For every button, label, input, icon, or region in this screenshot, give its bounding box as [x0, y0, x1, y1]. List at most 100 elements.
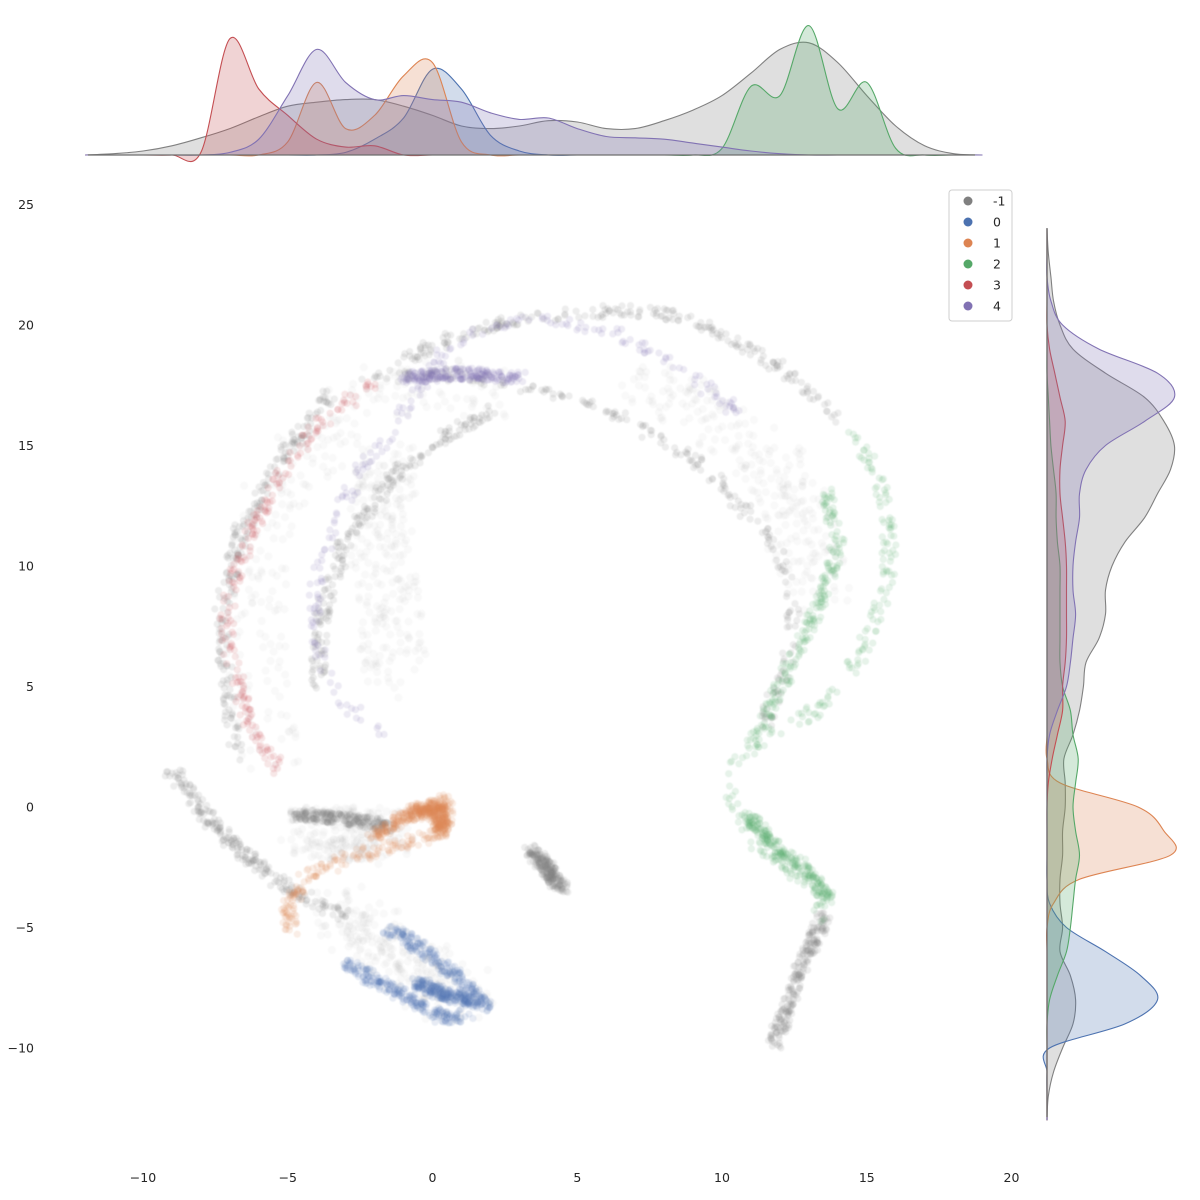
scatter-point-cluster--1	[783, 372, 791, 380]
scatter-point-cluster--1	[804, 382, 812, 390]
scatter-point-cluster--1	[311, 681, 319, 690]
scatter-point-background	[391, 530, 400, 538]
scatter-point-cluster--1	[785, 1007, 793, 1015]
scatter-point-cluster--1	[785, 622, 793, 631]
scatter-point-background	[415, 630, 424, 639]
scatter-point-background	[748, 443, 757, 452]
scatter-point-background	[398, 510, 407, 519]
scatter-point-background	[386, 567, 395, 576]
scatter-point-cluster-0	[439, 990, 447, 999]
scatter-point-cluster--1	[327, 401, 335, 409]
scatter-point-cluster-2	[769, 703, 777, 711]
scatter-point-cluster--1	[321, 810, 329, 819]
scatter-point-background	[452, 394, 461, 403]
scatter-point-background	[801, 472, 809, 480]
scatter-point-background	[374, 859, 383, 868]
scatter-point-background	[469, 395, 478, 403]
scatter-point-background	[282, 580, 290, 589]
scatter-point-cluster-2	[869, 639, 877, 647]
scatter-point-background	[761, 488, 770, 497]
scatter-point-background	[792, 577, 801, 586]
scatter-point-cluster--1	[781, 994, 789, 1003]
scatter-point-background	[281, 513, 289, 522]
scatter-point-cluster--1	[196, 800, 204, 808]
scatter-point-background	[775, 511, 784, 520]
scatter-point-cluster--1	[251, 850, 259, 859]
scatter-point-cluster-2	[826, 566, 834, 574]
scatter-point-cluster-1	[281, 926, 289, 934]
scatter-point-cluster--1	[180, 776, 188, 784]
scatter-point-background	[278, 535, 287, 544]
scatter-point-cluster--1	[371, 505, 379, 513]
scatter-point-cluster--1	[642, 421, 650, 430]
scatter-point-background	[822, 532, 830, 541]
scatter-point-cluster--1	[221, 701, 229, 709]
scatter-point-cluster-2	[751, 743, 760, 751]
scatter-point-background	[278, 500, 287, 509]
scatter-point-cluster-2	[813, 901, 821, 909]
scatter-point-cluster--1	[599, 313, 607, 322]
scatter-point-cluster-2	[855, 452, 864, 460]
scatter-point-cluster-2	[855, 647, 863, 655]
scatter-point-background	[370, 908, 379, 917]
scatter-point-background	[716, 406, 724, 414]
kde-y-area--1	[1047, 228, 1175, 1121]
scatter-point-cluster--1	[697, 466, 705, 474]
scatter-point-cluster--1	[232, 742, 240, 751]
scatter-point-background	[830, 595, 839, 604]
scatter-point-background	[355, 946, 364, 955]
scatter-point-cluster-2	[861, 627, 870, 635]
scatter-point-background	[274, 600, 283, 609]
scatter-point-cluster--1	[228, 843, 236, 851]
scatter-point-cluster--1	[795, 610, 803, 618]
scatter-point-background	[435, 388, 444, 397]
scatter-point-cluster-2	[734, 818, 743, 826]
scatter-point-background	[721, 436, 729, 445]
scatter-point-background	[659, 387, 668, 396]
scatter-point-background	[396, 440, 405, 449]
scatter-point-cluster--1	[795, 963, 803, 971]
scatter-point-cluster--1	[547, 862, 556, 870]
scatter-point-background	[767, 474, 776, 483]
scatter-point-background	[278, 564, 286, 573]
scatter-point-cluster--1	[708, 474, 716, 483]
scatter-point-cluster--1	[786, 607, 795, 615]
scatter-point-cluster--1	[386, 366, 394, 374]
scatter-point-background	[779, 484, 788, 493]
scatter-point-background	[373, 668, 382, 677]
scatter-point-background	[618, 381, 627, 390]
scatter-point-cluster-2	[878, 549, 886, 557]
scatter-point-cluster--1	[336, 570, 344, 578]
scatter-point-background	[359, 481, 368, 490]
scatter-point-cluster-1	[299, 888, 307, 896]
scatter-point-background	[374, 475, 383, 484]
scatter-point-cluster--1	[482, 318, 490, 326]
scatter-point-background	[793, 537, 802, 546]
scatter-point-cluster--1	[180, 784, 188, 792]
scatter-point-background	[363, 598, 371, 607]
scatter-point-background	[440, 397, 449, 406]
scatter-point-cluster-2	[879, 570, 887, 578]
scatter-point-cluster-2	[890, 522, 898, 530]
scatter-point-background	[359, 641, 368, 650]
scatter-plot-area	[161, 302, 900, 1052]
scatter-point-cluster-2	[726, 782, 734, 790]
scatter-point-background	[399, 393, 407, 402]
scatter-point-cluster-2	[878, 563, 886, 571]
scatter-point-cluster-1	[358, 845, 366, 854]
scatter-point-background	[323, 930, 332, 939]
scatter-point-background	[393, 616, 401, 625]
scatter-point-background	[379, 909, 388, 918]
scatter-point-cluster-0	[394, 990, 403, 998]
scatter-point-background	[369, 649, 378, 658]
scatter-point-cluster-0	[421, 956, 429, 964]
scatter-point-cluster--1	[754, 517, 762, 525]
scatter-point-cluster--1	[309, 674, 317, 682]
scatter-point-cluster-2	[845, 428, 853, 436]
scatter-point-cluster-2	[832, 532, 840, 540]
scatter-point-background	[695, 440, 704, 449]
scatter-point-cluster-2	[782, 865, 790, 873]
scatter-point-background	[300, 499, 309, 508]
scatter-point-background	[390, 552, 399, 561]
scatter-point-cluster--1	[329, 911, 337, 919]
